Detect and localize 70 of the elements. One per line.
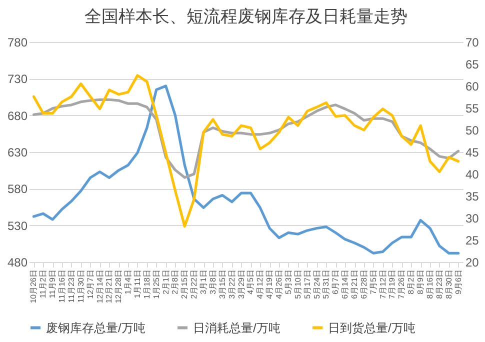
x-tick-label: 3月29日 bbox=[236, 270, 246, 299]
line-series bbox=[32, 74, 460, 228]
x-tick-label: 1月11日 bbox=[133, 270, 142, 298]
y2-tick-label: 60 bbox=[466, 80, 480, 94]
x-tick-label: 7月5日 bbox=[368, 270, 378, 294]
y2-tick-label: 55 bbox=[466, 102, 480, 116]
y2-tick-label: 65 bbox=[466, 58, 480, 72]
x-tick-label: 11月30日 bbox=[76, 270, 86, 303]
x-tick-label: 6月21日 bbox=[350, 270, 359, 299]
x-tick-label: 3月1日 bbox=[199, 270, 208, 294]
legend-label: 日到货总量/万吨 bbox=[328, 320, 416, 335]
x-tick-label: 12月14日 bbox=[95, 270, 104, 304]
x-tick-label: 2月15日 bbox=[180, 270, 190, 299]
x-tick-label: 8月9日 bbox=[416, 270, 426, 294]
x-tick-label: 8月30日 bbox=[444, 270, 454, 299]
x-tick-label: 11月23日 bbox=[66, 270, 76, 303]
x-tick-label: 7月12日 bbox=[378, 270, 388, 299]
x-tick-label: 3月15日 bbox=[218, 270, 227, 299]
line-series bbox=[32, 84, 460, 254]
x-tick-label: 1月25日 bbox=[152, 270, 161, 299]
chart-title: 全国样本长、短流程废钢库存及日耗量走势 bbox=[84, 7, 408, 26]
y2-tick-label: 40 bbox=[466, 168, 480, 182]
y-tick-label: 630 bbox=[7, 146, 28, 160]
x-tick-label: 4月26日 bbox=[274, 270, 284, 299]
x-tick-label: 11月16日 bbox=[58, 270, 67, 303]
y-tick-label: 580 bbox=[7, 182, 28, 196]
x-tick-label: 5月24日 bbox=[312, 270, 322, 299]
x-tick-label: 4月19日 bbox=[265, 270, 274, 299]
y2-tick-label: 25 bbox=[466, 234, 480, 248]
x-tick-label: 6月28日 bbox=[359, 270, 368, 299]
y-tick-label: 730 bbox=[7, 72, 28, 86]
x-tick-label: 8月2日 bbox=[406, 270, 416, 294]
x-tick-label: 10月26日 bbox=[29, 270, 38, 304]
y-tick-label: 780 bbox=[7, 36, 28, 50]
y2-tick-label: 70 bbox=[466, 36, 480, 50]
legend-label: 废钢库存总量/万吨 bbox=[46, 320, 146, 335]
y-tick-label: 530 bbox=[7, 218, 28, 233]
x-tick-label: 6月14日 bbox=[340, 270, 350, 299]
y-tick-label: 480 bbox=[7, 256, 28, 270]
x-tick-label: 5月31日 bbox=[322, 270, 331, 299]
x-tick-label: 2月1日 bbox=[161, 270, 170, 294]
x-tick-label: 5月10日 bbox=[293, 270, 302, 299]
x-tick-label: 8月23日 bbox=[434, 270, 444, 299]
y2-tick-label: 45 bbox=[466, 146, 480, 160]
y2-tick-label: 50 bbox=[466, 124, 480, 138]
x-tick-label: 8月16日 bbox=[425, 270, 434, 299]
x-tick-label: 5月17日 bbox=[302, 270, 312, 299]
x-tick-label: 1月4日 bbox=[124, 270, 133, 294]
x-tick-label: 9月6日 bbox=[454, 270, 463, 294]
x-tick-label: 7月19日 bbox=[388, 270, 397, 299]
x-tick-label: 11月2日 bbox=[38, 270, 48, 298]
y2-tick-label: 35 bbox=[466, 190, 480, 204]
y2-tick-label: 30 bbox=[466, 212, 480, 226]
x-tick-label: 2月8日 bbox=[170, 270, 180, 294]
x-tick-label: 11月9日 bbox=[48, 270, 58, 298]
x-tick-label: 5月3日 bbox=[284, 270, 293, 294]
x-tick-label: 12月7日 bbox=[86, 270, 95, 299]
x-tick-label: 12月28日 bbox=[114, 270, 124, 304]
x-tick-label: 1月18日 bbox=[142, 270, 152, 299]
x-tick-label: 4月12日 bbox=[256, 270, 265, 299]
x-tick-label: 3月8日 bbox=[208, 270, 218, 294]
legend-label: 日消耗总量/万吨 bbox=[193, 320, 280, 335]
x-tick-label: 7月26日 bbox=[397, 270, 406, 299]
y2-tick-label: 20 bbox=[466, 256, 480, 270]
y-tick-label: 680 bbox=[7, 108, 28, 123]
x-tick-label: 6月7日 bbox=[331, 270, 340, 294]
x-tick-label: 12月21日 bbox=[104, 270, 114, 304]
x-tick-label: 3月22日 bbox=[227, 270, 236, 299]
x-tick-label: 2月22日 bbox=[190, 270, 199, 299]
x-tick-label: 4月5日 bbox=[246, 270, 256, 294]
